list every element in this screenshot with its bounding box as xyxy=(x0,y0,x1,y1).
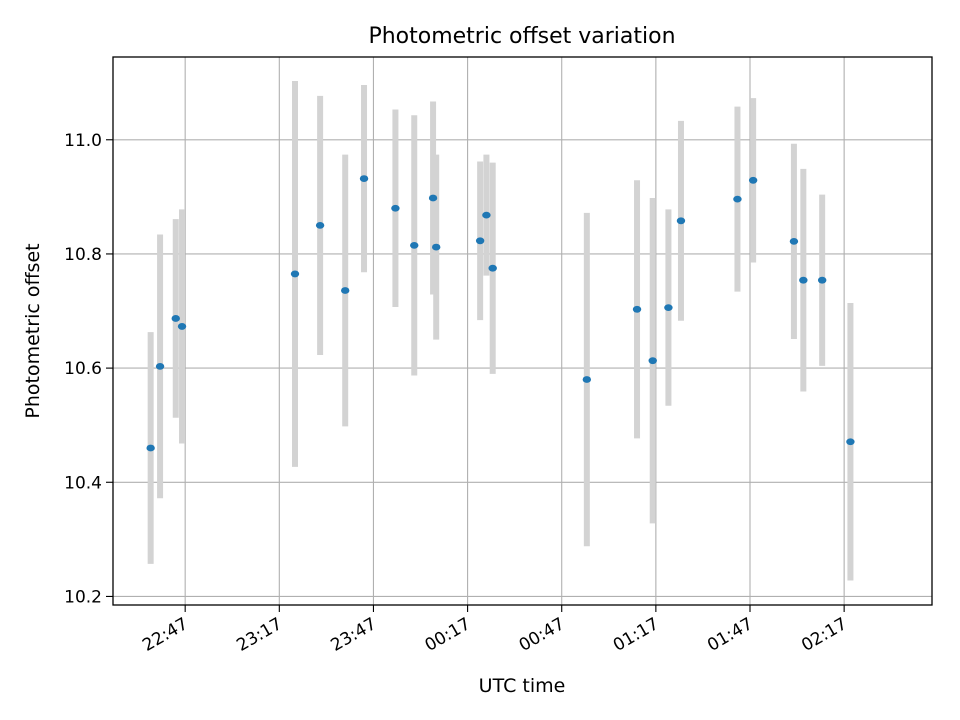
data-point xyxy=(428,194,438,202)
grid xyxy=(113,57,932,605)
x-tick-label: 23:17 xyxy=(233,614,285,656)
y-tick-label: 10.4 xyxy=(64,473,102,493)
y-axis-ticks: 10.2 10.4 10.6 10.8 11.0 xyxy=(64,131,113,607)
data-point xyxy=(315,221,325,229)
data-point xyxy=(733,195,742,203)
data-point xyxy=(177,323,187,330)
y-tick-label: 10.2 xyxy=(64,587,102,607)
y-axis-label: Photometric offset xyxy=(22,243,44,418)
data-point xyxy=(475,237,485,245)
x-tick-label: 23:47 xyxy=(328,614,380,656)
data-point xyxy=(171,315,180,322)
data-point xyxy=(359,175,369,182)
data-point xyxy=(632,305,642,313)
data-point xyxy=(155,362,165,370)
data-point xyxy=(410,241,419,249)
data-point xyxy=(789,237,799,245)
data-point xyxy=(391,204,400,212)
x-tick-label: 00:17 xyxy=(422,614,474,656)
x-tick-label: 00:47 xyxy=(516,614,568,656)
data-point xyxy=(146,444,155,452)
error-bars xyxy=(147,80,854,581)
data-point xyxy=(817,276,827,284)
plot-frame xyxy=(112,56,933,606)
x-tick-label: 01:17 xyxy=(610,614,662,656)
data-point xyxy=(341,287,350,294)
data-point xyxy=(799,276,808,284)
data-point xyxy=(432,243,441,251)
y-tick-label: 10.6 xyxy=(64,359,102,379)
data-point xyxy=(582,376,592,383)
chart-title: Photometric offset variation xyxy=(368,24,675,49)
data-point xyxy=(488,264,497,272)
data-point xyxy=(676,217,686,225)
data-points xyxy=(146,175,855,452)
data-point xyxy=(846,438,855,446)
y-tick-label: 10.8 xyxy=(64,245,102,265)
x-tick-label: 01:47 xyxy=(704,614,756,656)
x-axis-label: UTC time xyxy=(479,675,566,697)
data-point xyxy=(482,211,491,219)
x-tick-label: 02:17 xyxy=(798,614,850,656)
data-point xyxy=(664,304,673,311)
data-point xyxy=(290,270,300,278)
data-point xyxy=(648,357,657,365)
data-point xyxy=(748,176,758,184)
x-tick-label: 22:47 xyxy=(139,614,191,656)
x-axis-ticks: 22:47 23:17 23:47 00:17 00:47 01:17 01:47 02:17 xyxy=(139,605,851,656)
y-tick-label: 11.0 xyxy=(64,131,102,151)
